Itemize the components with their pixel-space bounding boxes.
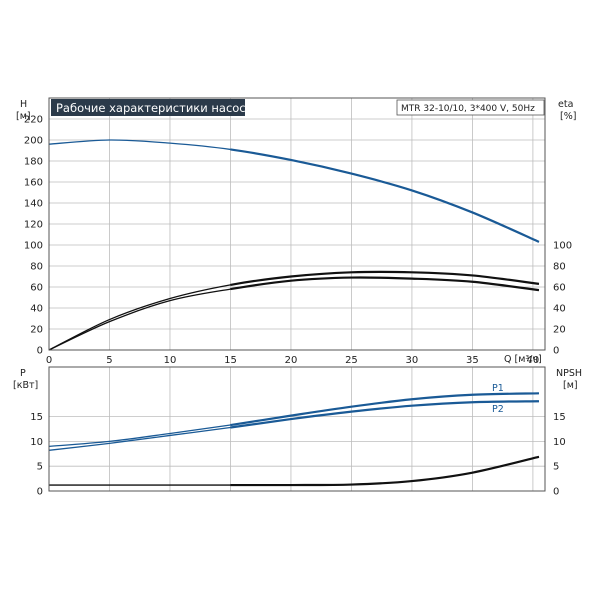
npsh-axis-label: NPSH (556, 368, 582, 379)
series-line-duty-0-1 (230, 270, 540, 286)
series-line-0-0 (48, 139, 540, 243)
right-axis-tick-label: 60 (553, 283, 566, 294)
head-efficiency-series (48, 139, 540, 351)
left-axis-tick-label: 180 (24, 157, 43, 168)
series-line-duty-1-0 (230, 392, 539, 427)
p2-series-label: P2 (492, 404, 504, 415)
series-line-duty-0-2 (230, 276, 540, 292)
right-axis-tick-label: 40 (553, 304, 566, 315)
left-axis-tick-label: 5 (37, 462, 43, 473)
h-axis-label: H (20, 99, 27, 110)
left-axis-tick-label: 100 (24, 241, 43, 252)
right-axis-tick-label: 5 (553, 462, 559, 473)
left-axis-tick-label: 60 (30, 283, 43, 294)
power-npsh-frame (48, 366, 546, 492)
pump-label: MTR 32-10/10, 3*400 V, 50Hz (401, 104, 535, 114)
series-line-duty-1-1 (230, 400, 539, 429)
p-axis-unit: [кВт] (13, 380, 38, 391)
right-axis-tick-label: 100 (553, 241, 572, 252)
x-axis-tick-label: 30 (406, 355, 419, 366)
title-box (51, 99, 245, 116)
h-axis-unit: [м] (16, 111, 31, 122)
x-axis-tick-label: 20 (285, 355, 298, 366)
series-line-duty-1-2 (230, 455, 540, 487)
left-axis-tick-label: 40 (30, 304, 43, 315)
x-axis-tick-label: 5 (106, 355, 112, 366)
left-axis-tick-label: 200 (24, 136, 43, 147)
eta-axis-label: eta (558, 99, 573, 110)
x-axis-tick-label: 40 (527, 355, 540, 366)
head-efficiency-ticks: 0204060801001201401601802002200204060801… (24, 115, 572, 367)
series-line-1-1 (48, 400, 539, 451)
right-axis-tick-label: 0 (553, 487, 559, 498)
series-line-duty-0-0 (230, 148, 540, 243)
x-axis-tick-label: 25 (345, 355, 358, 366)
power-npsh-series (48, 392, 540, 487)
left-axis-tick-label: 160 (24, 178, 43, 189)
left-axis-tick-label: 0 (37, 346, 43, 357)
x-axis-tick-label: 10 (164, 355, 177, 366)
pump-label-box (396, 99, 545, 116)
head-efficiency-grid (49, 98, 545, 350)
left-axis-tick-label: 15 (30, 412, 43, 423)
left-axis-tick-label: 10 (30, 437, 43, 448)
left-axis-tick-label: 20 (30, 325, 43, 336)
right-axis-tick-label: 15 (553, 412, 566, 423)
left-axis-tick-label: 80 (30, 262, 43, 273)
left-axis-tick-label: 140 (24, 199, 43, 210)
power-npsh-panel: 0 5 10 15 0 5 10 15 P [кВт] NPSH [м] P1 P2 (13, 366, 582, 498)
right-axis-tick-label: 20 (553, 325, 566, 336)
q-axis-label: Q [м³/ч] (504, 354, 542, 365)
right-axis-tick-label: 10 (553, 437, 566, 448)
chart-title: Рабочие характеристики насоса (56, 101, 253, 115)
p-axis-label: P (20, 368, 26, 379)
head-efficiency-frame (48, 97, 546, 351)
right-axis-tick-label: 0 (553, 346, 559, 357)
npsh-axis-unit: [м] (563, 380, 578, 391)
head-efficiency-panel: 0204060801001201401601802002200204060801… (16, 97, 576, 367)
power-npsh-ticks: 0 5 10 15 0 5 10 15 (30, 412, 565, 497)
power-npsh-grid (49, 367, 545, 491)
series-line-1-2 (49, 456, 540, 486)
x-axis-tick-label: 35 (466, 355, 479, 366)
x-axis-tick-label: 0 (46, 355, 52, 366)
p1-series-label: P1 (492, 383, 504, 394)
eta-axis-unit: [%] (560, 111, 576, 122)
left-axis-tick-label: 120 (24, 220, 43, 231)
series-line-1-0 (48, 392, 539, 448)
left-axis-tick-label: 0 (37, 487, 43, 498)
right-axis-tick-label: 80 (553, 262, 566, 273)
x-axis-tick-label: 15 (224, 355, 237, 366)
left-axis-tick-label: 220 (24, 115, 43, 126)
series-line-0-1 (48, 271, 540, 351)
